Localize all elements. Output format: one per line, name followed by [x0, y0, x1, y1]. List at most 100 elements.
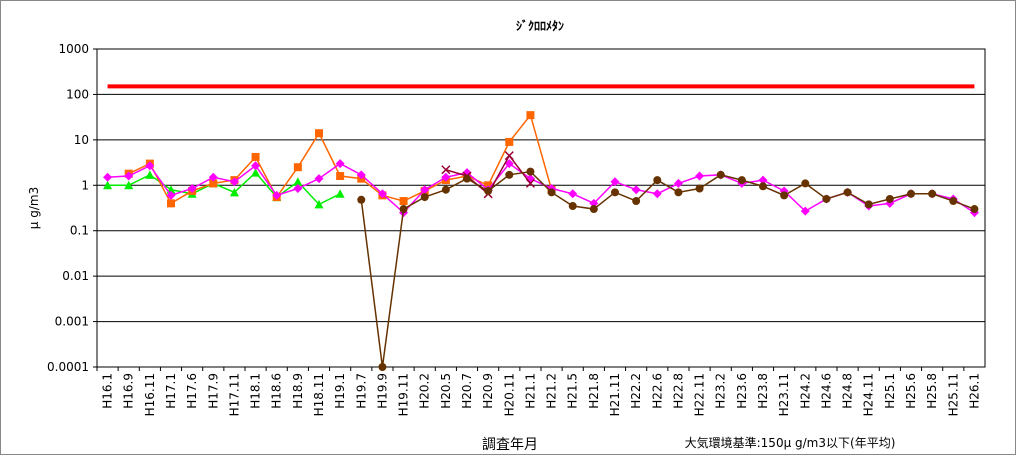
- marker: [674, 188, 683, 197]
- x-tick-label: H22.6: [650, 373, 664, 409]
- x-tick-label: H23.11: [777, 373, 791, 416]
- marker: [378, 363, 387, 371]
- x-tick-label: H25.1: [883, 373, 897, 409]
- marker: [610, 177, 620, 187]
- x-tick-label: H25.6: [904, 373, 918, 409]
- marker: [251, 168, 261, 177]
- marker: [737, 176, 746, 185]
- marker: [907, 189, 915, 198]
- x-tick-label: H18.11: [312, 373, 326, 416]
- x-tick-label: H18.1: [249, 373, 263, 409]
- marker: [187, 183, 197, 193]
- x-tick-label: H20.5: [439, 373, 453, 409]
- marker: [399, 205, 408, 214]
- marker: [420, 185, 430, 195]
- marker: [843, 188, 852, 197]
- marker: [272, 190, 282, 200]
- marker: [949, 197, 958, 206]
- marker: [315, 129, 323, 138]
- y-axis-label: μ g/m3: [27, 187, 41, 229]
- x-tick-label: H23.2: [714, 373, 728, 409]
- marker: [653, 176, 662, 185]
- x-tick-label: H24.6: [819, 373, 833, 409]
- marker: [631, 185, 641, 195]
- x-tick-label: H26.1: [967, 373, 981, 409]
- marker: [526, 111, 535, 120]
- marker: [589, 205, 598, 214]
- marker: [652, 189, 662, 199]
- marker: [885, 194, 894, 203]
- marker: [589, 198, 599, 208]
- marker: [928, 189, 937, 198]
- marker: [505, 170, 514, 179]
- marker: [293, 163, 302, 172]
- marker: [525, 178, 535, 188]
- marker: [399, 197, 408, 206]
- x-tick-label: H21.8: [587, 373, 601, 409]
- marker: [103, 172, 113, 182]
- x-tick-label: H17.9: [206, 373, 220, 409]
- annotation: 大気環境基準:150μ g/m3以下(年平均): [685, 435, 896, 450]
- chart-title: ｼﾞｸﾛﾛﾒﾀﾝ: [516, 18, 564, 33]
- x-tick-label: H18.9: [291, 373, 305, 409]
- marker: [758, 175, 768, 185]
- marker: [970, 205, 979, 214]
- marker: [167, 199, 175, 208]
- marker: [357, 195, 366, 204]
- marker: [356, 170, 366, 180]
- x-tick-label: H23.8: [756, 373, 770, 409]
- y-tick-label: 0.1: [70, 224, 89, 238]
- marker: [759, 182, 767, 191]
- x-tick-label: H20.9: [481, 373, 495, 409]
- x-tick-label: H25.8: [925, 373, 939, 409]
- marker: [673, 178, 683, 188]
- marker: [251, 161, 261, 171]
- marker: [145, 170, 155, 179]
- x-tick-label: H24.2: [798, 373, 812, 409]
- x-tick-label: H22.2: [629, 373, 643, 409]
- x-tick-label: H17.1: [164, 373, 178, 409]
- marker: [229, 177, 239, 187]
- y-tick-label: 10: [74, 133, 89, 147]
- x-tick-label: H25.11: [946, 373, 960, 416]
- marker: [335, 159, 345, 169]
- y-tick-label: 0.0001: [47, 360, 89, 374]
- marker: [801, 179, 810, 188]
- x-tick-label: H19.9: [375, 373, 389, 409]
- x-tick-label: H16.1: [101, 373, 115, 409]
- marker: [800, 206, 810, 216]
- marker: [420, 193, 429, 202]
- marker: [547, 188, 556, 197]
- marker: [568, 201, 577, 210]
- x-tick-label: H24.8: [841, 373, 855, 409]
- x-tick-label: H16.9: [122, 373, 136, 409]
- marker: [441, 172, 451, 182]
- plot-area: [96, 48, 986, 368]
- marker: [293, 183, 303, 193]
- marker: [611, 188, 619, 197]
- marker: [632, 197, 641, 206]
- x-tick-label: H19.11: [397, 373, 411, 416]
- marker: [864, 200, 873, 209]
- marker: [251, 152, 260, 161]
- x-tick-label: H20.11: [502, 373, 516, 416]
- marker: [229, 187, 239, 197]
- x-tick-label: H20.7: [460, 373, 474, 409]
- marker: [504, 151, 514, 161]
- marker: [822, 194, 831, 203]
- marker: [293, 177, 303, 186]
- marker: [441, 185, 450, 194]
- marker: [484, 186, 493, 195]
- y-tick-label: 1: [81, 178, 89, 192]
- x-tick-label: H17.6: [185, 373, 199, 409]
- x-tick-label: H22.8: [671, 373, 685, 409]
- x-tick-label: H21.2: [545, 373, 559, 409]
- marker: [695, 184, 704, 193]
- x-tick-label: H21.1: [523, 373, 537, 409]
- marker: [504, 159, 514, 169]
- marker: [124, 171, 134, 181]
- marker: [505, 137, 514, 146]
- x-tick-label: H17.11: [227, 373, 241, 416]
- x-tick-label: H21.11: [608, 373, 622, 416]
- marker: [208, 172, 218, 182]
